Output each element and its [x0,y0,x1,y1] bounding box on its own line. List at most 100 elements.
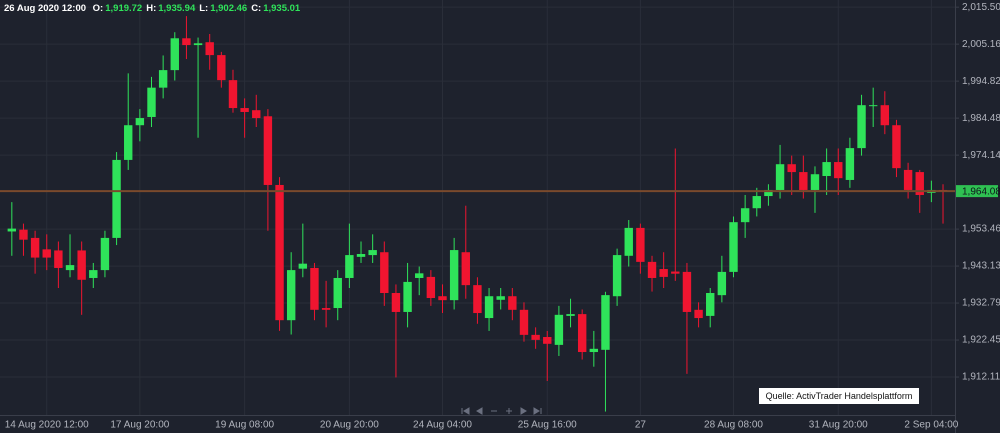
candle-body [682,271,692,312]
candle-body [193,43,203,46]
y-tick-label: 1,943.13 [962,261,1000,272]
candle-body [298,263,308,269]
candle-body [601,295,610,350]
candle-body [868,105,878,107]
nav-first[interactable] [461,407,470,415]
nav-zoom-in[interactable] [506,408,512,414]
candle-body [508,296,517,310]
candle-body [845,148,855,180]
y-tick-label: 1,994.82 [962,76,1000,87]
candle-body [356,254,366,257]
axes: 2,015.50 2,005.16 1,994.82 1,984.48 1,974.14… [5,2,1000,431]
candle-body [496,296,505,300]
candle-body [531,334,540,340]
candle-body [671,271,680,274]
candle-body [170,38,179,71]
y-tick-label: 1,953.46 [962,224,1000,235]
candle-body [438,296,447,301]
candle-body [112,159,121,238]
candle-body [205,42,214,56]
candle-body [30,237,40,258]
candle-body [554,314,564,345]
candle-body [903,169,913,190]
candle-body [775,164,785,190]
x-tick-label: 14 Aug 2020 12:00 [5,420,89,431]
nav-prev[interactable] [476,407,483,415]
candle-body [147,87,156,117]
header-field-label: O: [93,3,104,14]
x-tick-label: 28 Aug 08:00 [704,420,763,431]
x-tick-label: 24 Aug 04:00 [413,420,472,431]
y-tick-label: 2,005.16 [962,39,1000,50]
candle-body [65,265,75,271]
candle-body [54,250,63,268]
candle-body [415,273,424,278]
candle-body [310,267,319,310]
candle-body [461,252,470,286]
candle-body [543,337,552,344]
ohlc-header: 26 Aug 2020 12:00 O: 1,919.72 H: 1,935.94 L:… [4,3,301,14]
candle-body [321,308,331,310]
annotation-box [759,388,919,404]
y-tick-label: 1,922.45 [962,335,1000,346]
candle-body [403,281,412,312]
y-tick-label: 2,015.50 [962,2,1000,13]
candle-body [577,314,587,353]
x-tick-label: 2 Sep 04:00 [904,420,958,431]
candle-body [263,116,273,185]
candle-body [740,208,750,223]
candle-body [589,348,599,353]
annotation: Quelle: ActivTrader Handelsplattform [766,391,913,401]
header-field-value: 1,935.01 [263,3,301,14]
candles [0,16,955,412]
header-field-label: C: [251,3,261,14]
candle-body [228,80,238,109]
x-tick-label: 20 Aug 20:00 [320,420,379,431]
candle-body [787,164,796,173]
candle-body [752,196,761,209]
candle-body [822,162,831,177]
candle-body [275,184,284,321]
candle-body [729,222,738,272]
y-tick-label: 1,984.48 [962,113,1000,124]
candle-body [473,285,482,314]
nav-last[interactable] [533,407,542,415]
candle-body [368,250,377,256]
last-price-label: 1,964.08 [962,186,1000,197]
candle-body [566,314,575,316]
candle-body [345,255,354,278]
navigation[interactable] [461,407,542,415]
header-field-value: 1,935.94 [158,3,196,14]
candle-body [519,309,529,335]
candle-body [647,261,657,278]
last-price-box [956,185,998,198]
candle-body [717,271,727,296]
candle-body [252,110,261,119]
candle-body [7,228,17,232]
candle-body [915,172,924,195]
header-field-label: H: [146,3,156,14]
candle-body [89,270,98,278]
candle-body [706,293,715,316]
candle-body [158,70,168,88]
candle-body [834,162,843,179]
x-tick-label: 17 Aug 20:00 [110,420,169,431]
candle-body [333,277,342,309]
candle-body [659,269,668,277]
y-tick-label: 1,932.79 [962,298,1000,309]
x-tick-label: 27 [635,420,647,431]
candle-body [857,105,866,149]
candle-body [484,296,494,319]
x-tick-label: 19 Aug 08:00 [215,420,274,431]
nav-next[interactable] [520,407,527,415]
candle-body [810,174,820,190]
x-tick-label: 31 Aug 20:00 [809,420,868,431]
candle-body [449,250,459,301]
header-field-value: 1,919.72 [105,3,142,14]
x-tick-label: 25 Aug 16:00 [518,420,577,431]
candle-body [624,227,633,256]
candle-body [182,38,191,46]
candle-body [612,255,622,297]
